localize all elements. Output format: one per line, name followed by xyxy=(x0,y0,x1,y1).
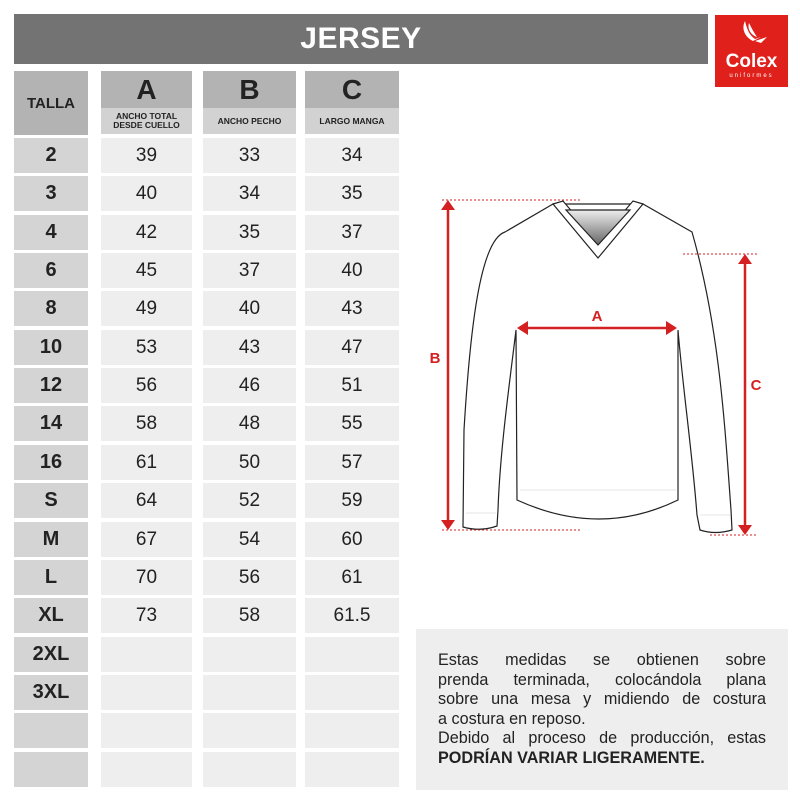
value-cell-b: 46 xyxy=(203,368,296,403)
value-cell-a: 53 xyxy=(101,330,192,365)
size-cell: 6 xyxy=(14,253,88,288)
size-cell: 4 xyxy=(14,215,88,250)
value-cell-c xyxy=(305,637,399,672)
column-letter-a: A xyxy=(101,71,192,108)
colex-logo: Colex uniformes xyxy=(715,15,788,87)
value-cell-a xyxy=(101,752,192,787)
measure-lines xyxy=(441,199,757,536)
value-cell-b: 56 xyxy=(203,560,296,595)
value-cell-b: 37 xyxy=(203,253,296,288)
value-cell-a: 49 xyxy=(101,291,192,326)
value-cell-b xyxy=(203,637,296,672)
value-cell-a: 64 xyxy=(101,483,192,518)
value-cell-b: 33 xyxy=(203,138,296,173)
value-cell-a xyxy=(101,675,192,710)
value-cell-b: 50 xyxy=(203,445,296,480)
size-cell xyxy=(14,713,88,748)
value-cell-b xyxy=(203,713,296,748)
size-cell: XL xyxy=(14,598,88,633)
value-cell-b xyxy=(203,675,296,710)
column-letter-c: C xyxy=(305,71,399,108)
page-title: JERSEY xyxy=(14,14,708,64)
column-label-b: ANCHO PECHO xyxy=(203,108,296,134)
size-cell: 3 xyxy=(14,176,88,211)
size-cell: 16 xyxy=(14,445,88,480)
size-cell: 10 xyxy=(14,330,88,365)
value-cell-a: 58 xyxy=(101,406,192,441)
value-cell-b: 54 xyxy=(203,522,296,557)
value-cell-a: 39 xyxy=(101,138,192,173)
value-cell-c: 34 xyxy=(305,138,399,173)
label-c: C xyxy=(751,377,762,394)
value-cell-c xyxy=(305,675,399,710)
note-line: Debido al proceso de producción, estas xyxy=(438,729,766,748)
value-cell-b: 58 xyxy=(203,598,296,633)
value-cell-c: 61 xyxy=(305,560,399,595)
size-cell: 2 xyxy=(14,138,88,173)
value-cell-a: 56 xyxy=(101,368,192,403)
label-a: A xyxy=(592,308,603,325)
value-cell-b: 34 xyxy=(203,176,296,211)
size-header: TALLA xyxy=(14,71,88,135)
size-cell: L xyxy=(14,560,88,595)
logo-name: Colex xyxy=(725,51,778,72)
value-cell-a: 70 xyxy=(101,560,192,595)
wing-icon xyxy=(743,21,767,43)
value-cell-b xyxy=(203,752,296,787)
logo-sub: uniformes xyxy=(729,73,774,79)
size-cell: 12 xyxy=(14,368,88,403)
value-cell-b: 40 xyxy=(203,291,296,326)
value-cell-c: 61.5 xyxy=(305,598,399,633)
size-cell: 2XL xyxy=(14,637,88,672)
value-cell-c xyxy=(305,752,399,787)
column-letter-b: B xyxy=(203,71,296,108)
value-cell-a xyxy=(101,637,192,672)
value-cell-c: 57 xyxy=(305,445,399,480)
note-line: Estas medidas se obtienen sobre xyxy=(438,651,766,669)
value-cell-c: 51 xyxy=(305,368,399,403)
value-cell-c: 47 xyxy=(305,330,399,365)
value-cell-a: 61 xyxy=(101,445,192,480)
note-line: sobre una mesa y midiendo de costura xyxy=(438,690,766,709)
value-cell-c: 37 xyxy=(305,215,399,250)
value-cell-a: 73 xyxy=(101,598,192,633)
value-cell-a xyxy=(101,713,192,748)
label-b: B xyxy=(430,350,441,367)
size-cell: M xyxy=(14,522,88,557)
size-cell: 14 xyxy=(14,406,88,441)
value-cell-c: 60 xyxy=(305,522,399,557)
value-cell-b: 35 xyxy=(203,215,296,250)
value-cell-c: 43 xyxy=(305,291,399,326)
value-cell-b: 48 xyxy=(203,406,296,441)
value-cell-a: 42 xyxy=(101,215,192,250)
value-cell-c xyxy=(305,713,399,748)
note-line: prenda terminada, colocándola plana xyxy=(438,670,766,689)
note-warning: PODRÍAN VARIAR LIGERAMENTE. xyxy=(438,748,705,767)
measurement-note: Estas medidas se obtienen sobre prenda t… xyxy=(416,629,788,790)
note-line: a costura en reposo. xyxy=(438,709,586,728)
value-cell-c: 59 xyxy=(305,483,399,518)
value-cell-c: 40 xyxy=(305,253,399,288)
value-cell-c: 55 xyxy=(305,406,399,441)
size-cell: 3XL xyxy=(14,675,88,710)
value-cell-a: 67 xyxy=(101,522,192,557)
size-cell: S xyxy=(14,483,88,518)
size-cell: 8 xyxy=(14,291,88,326)
value-cell-a: 40 xyxy=(101,176,192,211)
value-cell-b: 43 xyxy=(203,330,296,365)
value-cell-a: 45 xyxy=(101,253,192,288)
value-cell-b: 52 xyxy=(203,483,296,518)
column-label-c: LARGO MANGA xyxy=(305,108,399,134)
jersey-diagram: A B C xyxy=(430,199,762,536)
value-cell-c: 35 xyxy=(305,176,399,211)
column-label-a: ANCHO TOTAL DESDE CUELLO xyxy=(101,108,192,134)
size-cell xyxy=(14,752,88,787)
